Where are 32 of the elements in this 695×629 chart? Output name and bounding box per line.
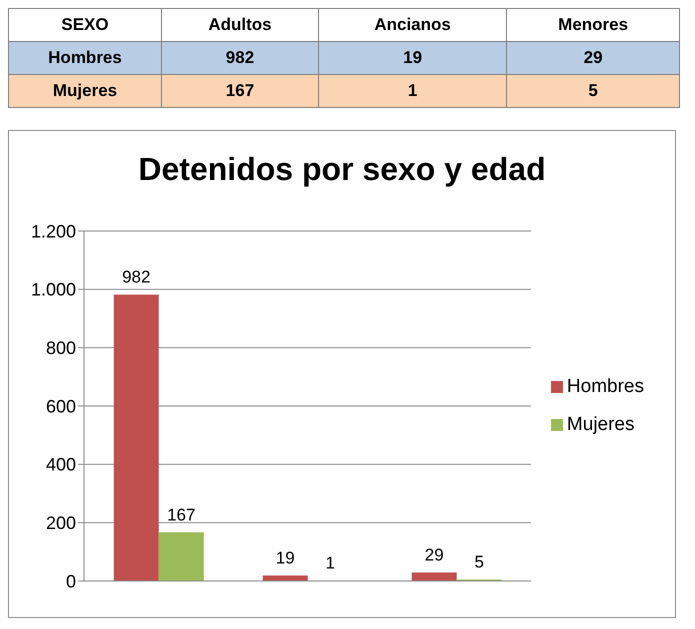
data-label: 29 — [424, 546, 444, 565]
y-tick-label: 800 — [46, 338, 76, 358]
y-tick-label: 1.000 — [30, 280, 76, 300]
legend-label: Mujeres — [566, 414, 634, 435]
legend-label: Hombres — [566, 376, 644, 397]
category-label: Ancianos — [318, 8, 507, 42]
chart-title: Detenidos por sexo y edad — [137, 151, 547, 189]
bar — [412, 572, 457, 581]
data-label: 982 — [162, 42, 318, 74]
data-label: 29 — [506, 42, 680, 74]
series-label: Hombres — [8, 42, 162, 74]
series-label: Mujeres — [8, 74, 162, 108]
bar — [158, 532, 204, 581]
bar — [262, 575, 308, 581]
y-tick-label: 0 — [66, 571, 76, 592]
data-label: 167 — [162, 74, 318, 108]
data-label: 5 — [474, 552, 484, 572]
y-tick-label: 1.200 — [30, 221, 76, 242]
category-label: Menores — [506, 8, 680, 42]
data-label: 19 — [318, 42, 507, 74]
text: SEXO — [8, 8, 162, 42]
y-tick-label: 200 — [46, 513, 76, 534]
data-label: 5 — [506, 74, 680, 108]
y-tick-label: 400 — [46, 454, 76, 475]
y-tick-label: 600 — [46, 396, 76, 416]
data-label: 19 — [276, 548, 295, 568]
category-label: Adultos — [162, 8, 318, 42]
data-label: 1 — [326, 554, 336, 573]
data-label: 1 — [318, 74, 507, 108]
data-label: 167 — [167, 505, 196, 524]
bar — [114, 294, 159, 581]
data-label: 982 — [122, 268, 150, 287]
